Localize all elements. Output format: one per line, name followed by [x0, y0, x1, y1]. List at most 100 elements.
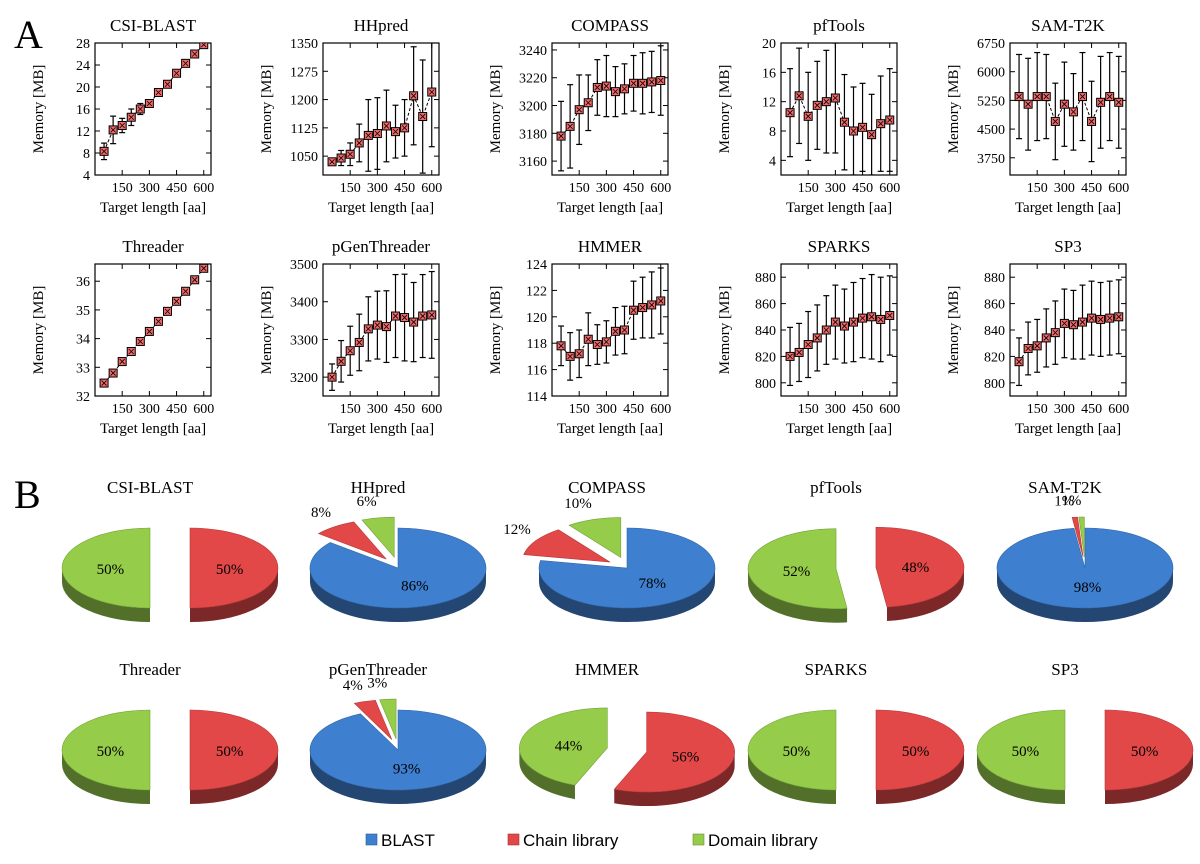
data-point-cross	[1079, 93, 1086, 100]
pie-slice-top	[613, 711, 735, 793]
y-tick-label: 1200	[290, 94, 318, 109]
data-point-cross	[558, 343, 564, 349]
y-tick-label: 800	[984, 377, 1005, 392]
x-tick-label: 300	[139, 181, 160, 196]
pie-slice-top	[747, 528, 848, 609]
pie-chart: Threader 50% 50%	[61, 660, 279, 804]
data-point-cross	[886, 117, 893, 123]
y-tick-label: 32	[76, 390, 90, 405]
x-tick-label: 300	[825, 402, 846, 417]
pie-slice-side	[748, 750, 836, 804]
pie-slice-top	[875, 709, 965, 791]
data-point-cross	[787, 109, 793, 116]
y-axis-label: Memory [MB]	[259, 286, 275, 375]
y-tick-label: 1350	[290, 37, 318, 52]
x-tick-label: 300	[367, 181, 388, 196]
legend-label: Chain library	[523, 831, 619, 850]
y-tick-label: 3180	[519, 127, 547, 142]
data-point-cross	[630, 80, 637, 87]
legend-swatch	[692, 833, 705, 846]
data-point-cross	[1088, 315, 1095, 321]
x-tick-label: 150	[569, 402, 590, 417]
pie-chart: HHpred 86% 8% 6%	[309, 478, 487, 622]
x-tick-label: 150	[112, 402, 133, 417]
pie-slice-chain: 4%	[343, 678, 393, 740]
scatter-panel: COMPASS 3160 3180 3200 3220 3240 150 300 450 600 T…	[488, 16, 671, 216]
x-tick-label: 600	[1108, 181, 1129, 196]
x-axis-label: Target length [aa]	[1015, 421, 1121, 437]
pie-chart: pfTools 48% 52%	[747, 478, 965, 623]
legend-label: BLAST	[381, 831, 435, 850]
data-point-cross	[119, 358, 125, 365]
y-tick-label: 3300	[290, 333, 318, 348]
x-tick-label: 150	[569, 181, 590, 196]
y-tick-label: 800	[755, 377, 776, 392]
data-layer	[1014, 51, 1124, 163]
x-tick-label: 600	[421, 181, 442, 196]
pie-slice-top	[361, 516, 395, 558]
data-point-cross	[128, 114, 135, 121]
data-point-cross	[576, 106, 582, 113]
x-tick-label: 300	[367, 402, 388, 417]
pie-slice-label: 1%	[1054, 493, 1074, 509]
legend-swatch	[365, 833, 378, 846]
x-axis-label: Target length [aa]	[557, 421, 663, 437]
data-point-cross	[1034, 343, 1040, 349]
y-axis-label: Memory [MB]	[946, 65, 962, 154]
x-tick-label: 600	[650, 402, 671, 417]
pie-title: pfTools	[810, 478, 862, 497]
data-point-cross	[419, 313, 426, 319]
data-layer	[327, 43, 437, 174]
scatter-panel: SPARKS 800 820 840 860 880 150 300 450 600 Target …	[717, 237, 900, 437]
y-tick-label: 3750	[977, 152, 1005, 167]
data-point-cross	[612, 328, 619, 335]
data-point-cross	[191, 51, 198, 57]
y-tick-label: 3200	[290, 371, 318, 386]
pie-chart: COMPASS 78% 12% 10%	[503, 478, 716, 622]
data-point-cross	[886, 312, 893, 319]
plot-frame	[94, 263, 212, 397]
y-tick-label: 3160	[519, 155, 547, 170]
data-point-cross	[823, 327, 830, 333]
data-point-cross	[639, 304, 646, 311]
y-axis-label: Memory [MB]	[717, 65, 733, 154]
data-point-cross	[146, 328, 153, 335]
data-point-cross	[868, 314, 875, 320]
pie-slice-chain: 12%	[503, 522, 611, 563]
pie-slice-top	[379, 698, 397, 740]
data-point-cross	[329, 159, 335, 165]
x-tick-label: 450	[166, 181, 187, 196]
memory-scatter-grid: CSI-BLAST 4 8 12 16 20 24 28 150 300 450 600 Target …	[31, 16, 1129, 437]
data-point-cross	[1106, 315, 1113, 321]
chart-title: HHpred	[354, 16, 409, 35]
y-tick-label: 122	[526, 284, 547, 299]
data-point-cross	[338, 155, 344, 161]
pie-chart: SPARKS 50% 50%	[747, 660, 965, 804]
pie-slice-domain: 50%	[61, 709, 151, 804]
data-point-cross	[594, 84, 601, 91]
data-point-cross	[805, 341, 811, 348]
pie-slice-side	[876, 750, 964, 804]
y-tick-label: 1050	[290, 150, 318, 165]
y-tick-label: 118	[527, 337, 547, 352]
x-tick-label: 600	[650, 181, 671, 196]
pie-slice-top	[523, 529, 611, 563]
data-point-cross	[155, 89, 162, 96]
pie-slice-top	[1071, 516, 1084, 558]
pie-title: SP3	[1051, 660, 1078, 679]
chart-title: SAM-T2K	[1031, 16, 1105, 35]
plot-frame	[551, 263, 669, 397]
y-tick-label: 28	[76, 37, 90, 52]
scatter-panel: CSI-BLAST 4 8 12 16 20 24 28 150 300 450 600 Target …	[31, 16, 214, 216]
y-tick-label: 4	[769, 154, 776, 169]
data-point-cross	[1097, 316, 1104, 323]
y-tick-label: 3240	[519, 44, 547, 59]
pie-slice-label: 50%	[783, 744, 811, 760]
pie-slice-label: 50%	[97, 562, 125, 578]
chart-title: pGenThreader	[332, 237, 431, 256]
pie-slice-label: 3%	[367, 675, 387, 691]
pie-slice-label: 93%	[393, 762, 421, 778]
x-tick-label: 300	[596, 181, 617, 196]
series-line	[331, 314, 432, 378]
data-point-cross	[128, 348, 135, 355]
